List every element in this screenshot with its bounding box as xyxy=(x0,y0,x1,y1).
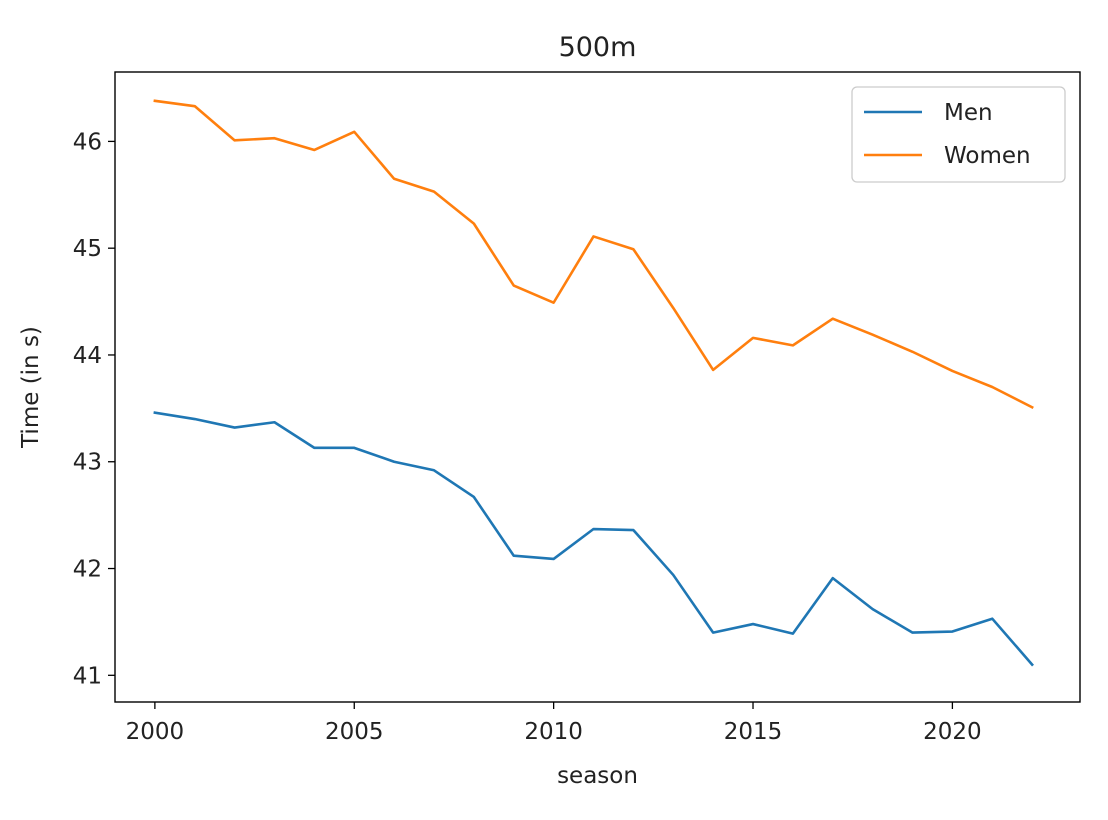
y-tick-label: 44 xyxy=(73,343,102,369)
x-tick-label: 2005 xyxy=(325,719,384,745)
x-tick-label: 2000 xyxy=(126,719,185,745)
series-lines xyxy=(153,99,1034,667)
series-line-women xyxy=(153,99,1034,410)
legend: Men Women xyxy=(851,86,1066,183)
x-tick-label: 2015 xyxy=(724,719,783,745)
y-tick-label: 43 xyxy=(73,450,102,476)
y-axis-ticks: 41 42 43 44 45 46 xyxy=(73,129,115,689)
legend-label-women: Women xyxy=(944,143,1031,169)
x-axis-ticks: 2000 2005 2010 2015 2020 xyxy=(126,702,982,745)
series-line-men xyxy=(153,411,1034,667)
x-axis-label: season xyxy=(557,763,638,789)
x-tick-label: 2020 xyxy=(923,719,982,745)
plot-area xyxy=(114,71,1081,703)
y-tick-label: 46 xyxy=(73,129,102,155)
y-tick-label: 45 xyxy=(73,236,102,262)
plot-frame xyxy=(114,71,1081,703)
y-tick-label: 41 xyxy=(73,663,102,689)
chart-title: 500m xyxy=(559,32,637,63)
x-tick-label: 2010 xyxy=(524,719,583,745)
y-tick-label: 42 xyxy=(73,557,102,583)
y-axis-label: Time (in s) xyxy=(18,326,44,449)
legend-label-men: Men xyxy=(944,100,993,126)
